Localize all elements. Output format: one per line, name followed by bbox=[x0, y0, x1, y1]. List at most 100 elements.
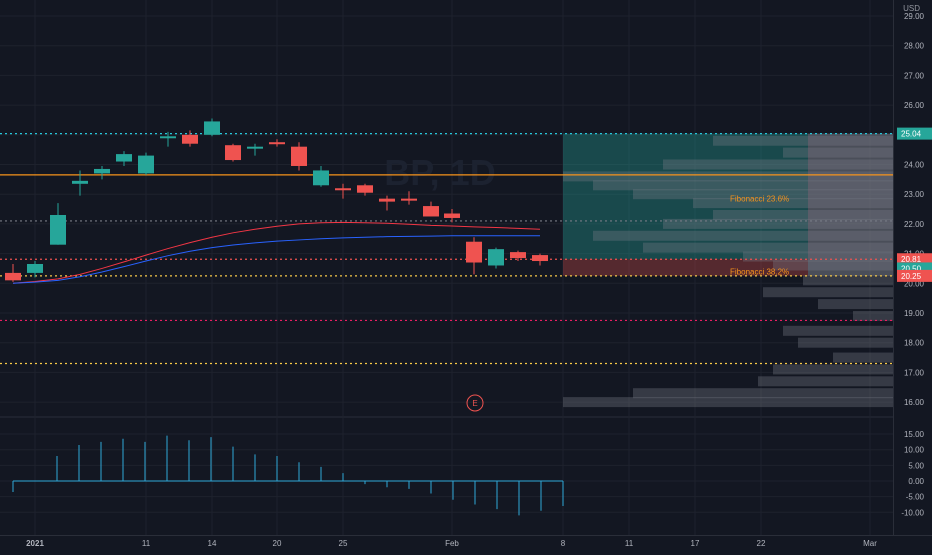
osc-tick-label: -5.00 bbox=[906, 493, 925, 502]
candle bbox=[50, 203, 66, 245]
price-label-bg bbox=[897, 269, 932, 282]
candle-body bbox=[94, 168, 110, 174]
candle-body bbox=[27, 263, 43, 273]
candle bbox=[444, 209, 460, 223]
moving-average-blue bbox=[12, 235, 540, 284]
volume-profile-bar bbox=[713, 135, 893, 146]
volume-profile-bar bbox=[743, 251, 893, 262]
candle-body bbox=[291, 146, 307, 166]
candle-body bbox=[160, 136, 176, 139]
candle-body bbox=[182, 134, 198, 144]
osc-tick-label: 0.00 bbox=[908, 477, 924, 486]
fibonacci-label: Fibonacci 23.6% bbox=[730, 195, 789, 204]
volume-profile-bar bbox=[773, 364, 893, 375]
candle-body bbox=[247, 146, 263, 149]
watermark: BP, 1D bbox=[384, 152, 495, 193]
candle-body bbox=[510, 252, 526, 259]
candle bbox=[291, 142, 307, 171]
time-tick-label: 11 bbox=[142, 539, 151, 548]
candle bbox=[401, 191, 417, 205]
candle bbox=[225, 143, 241, 162]
price-label-badge: 25.04 bbox=[897, 127, 932, 140]
price-label-bg bbox=[897, 127, 932, 140]
time-tick-label: 8 bbox=[561, 539, 566, 548]
price-tick-label: 18.00 bbox=[904, 339, 925, 348]
price-label-text: 20.50 bbox=[901, 264, 922, 273]
candle-body bbox=[269, 142, 285, 145]
price-tick-label: 17.00 bbox=[904, 368, 925, 377]
volume-profile-bar bbox=[833, 352, 893, 363]
volume-profile-bar bbox=[783, 147, 893, 158]
price-tick-label: 19.00 bbox=[904, 309, 925, 318]
time-tick-label: 17 bbox=[691, 539, 700, 548]
volume-profile-bar bbox=[633, 388, 893, 399]
currency-label: USD bbox=[903, 4, 920, 13]
volume-profile-bar bbox=[693, 198, 893, 209]
candle-body bbox=[204, 121, 220, 135]
candle-body bbox=[313, 170, 329, 186]
volume-profile-bar bbox=[563, 171, 893, 182]
candle-body bbox=[532, 255, 548, 262]
volume-profile-bar bbox=[633, 189, 893, 200]
candle-body bbox=[444, 213, 460, 218]
osc-tick-label: 10.00 bbox=[904, 446, 925, 455]
price-tick-label: 24.00 bbox=[904, 161, 925, 170]
osc-tick-label: -10.00 bbox=[901, 508, 924, 517]
candle-body bbox=[401, 198, 417, 201]
candle bbox=[269, 139, 285, 147]
volume-profile-bar bbox=[663, 218, 893, 229]
price-label-text: 25.04 bbox=[901, 130, 922, 139]
osc-tick-label: 15.00 bbox=[904, 430, 925, 439]
time-tick-label: Mar bbox=[863, 539, 877, 548]
price-tick-label: 22.00 bbox=[904, 220, 925, 229]
volume-profile-bar bbox=[643, 242, 893, 253]
moving-average-red bbox=[12, 221, 541, 284]
volume-profile-bar bbox=[758, 376, 893, 387]
earnings-marker-label: E bbox=[472, 399, 477, 408]
price-label-bg bbox=[897, 253, 932, 266]
fib-zone-green bbox=[563, 133, 808, 260]
candle-body bbox=[50, 214, 66, 245]
candle bbox=[313, 165, 329, 187]
time-tick-label: Feb bbox=[445, 539, 459, 548]
time-tick-label: 11 bbox=[625, 539, 634, 548]
candle bbox=[94, 165, 110, 180]
volume-profile-bar bbox=[713, 209, 893, 220]
price-tick-label: 16.00 bbox=[904, 398, 925, 407]
volume-profile-bar bbox=[563, 397, 893, 408]
candle-body bbox=[357, 185, 373, 193]
time-tick-label: 22 bbox=[757, 539, 766, 548]
price-label-text: 20.81 bbox=[901, 255, 922, 264]
volume-profile-right bbox=[808, 133, 893, 276]
volume-profile-bar bbox=[783, 325, 893, 336]
candle bbox=[5, 263, 21, 282]
volume-profile-bar bbox=[803, 275, 893, 286]
price-tick-label: 29.00 bbox=[904, 12, 925, 21]
time-tick-label: 2021 bbox=[26, 539, 44, 548]
volume-profile-bar bbox=[853, 310, 893, 321]
candle-body bbox=[72, 180, 88, 184]
candle bbox=[27, 261, 43, 278]
candle-body bbox=[138, 155, 154, 174]
volume-profile-bar bbox=[763, 287, 893, 298]
osc-tick-label: 5.00 bbox=[908, 461, 924, 470]
fib-zone-red bbox=[563, 259, 808, 276]
candle-body bbox=[225, 145, 241, 161]
candle-body bbox=[116, 154, 132, 162]
candle bbox=[160, 131, 176, 147]
candle bbox=[379, 195, 395, 211]
price-tick-label: 27.00 bbox=[904, 71, 925, 80]
price-tick-label: 28.00 bbox=[904, 42, 925, 51]
time-tick-label: 20 bbox=[273, 539, 282, 548]
volume-profile-bar bbox=[593, 180, 893, 191]
price-label-text: 20.25 bbox=[901, 272, 922, 281]
candle-body bbox=[5, 272, 21, 281]
candle bbox=[335, 183, 351, 199]
candle-body bbox=[488, 249, 504, 266]
volume-profile-bar bbox=[818, 299, 893, 310]
price-label-badge: 20.81 bbox=[897, 253, 932, 266]
candle bbox=[138, 152, 154, 175]
